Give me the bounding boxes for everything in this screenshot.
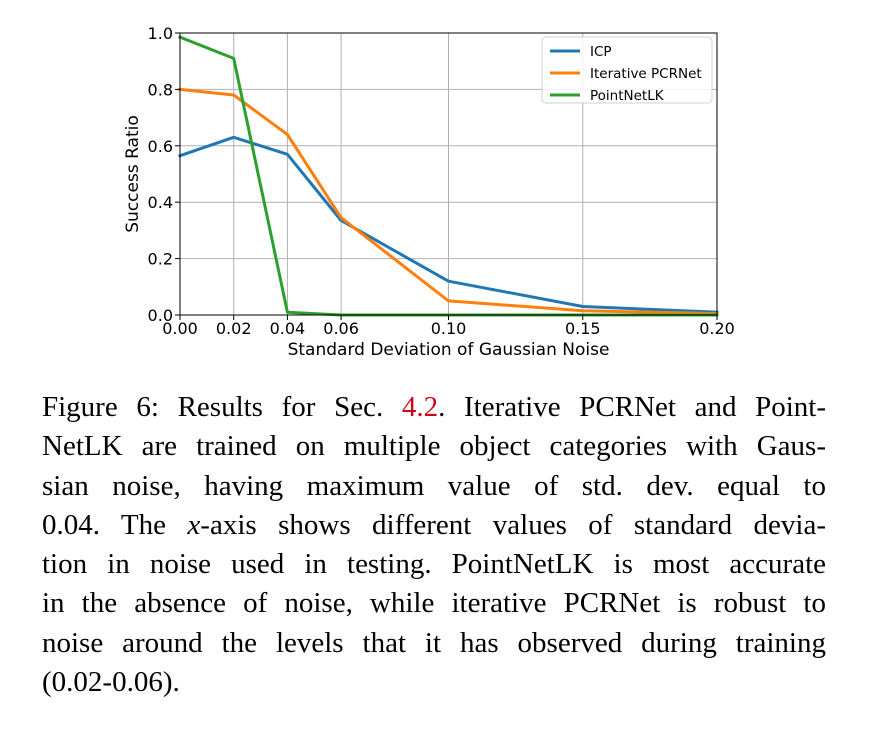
legend-label-icp: ICP (590, 44, 612, 60)
x-tick-label: 0.04 (270, 319, 306, 338)
legend-box (541, 36, 713, 104)
x-tick-label: 0.02 (216, 319, 252, 338)
series-line-iterative-pcrnet (178, 87, 719, 316)
x-tick-label: 0.20 (699, 319, 735, 338)
y-axis-label: Success Ratio (123, 115, 143, 232)
series-line-icp (178, 135, 719, 314)
legend: ICP Iterative PCRNet PointNetLK (541, 36, 713, 104)
section-reference-link[interactable]: 4.2 (401, 391, 439, 423)
y-tick-label: 1.0 (148, 24, 173, 43)
caption-math-variable: x (187, 508, 201, 541)
y-tick-label: 0.6 (148, 137, 173, 156)
caption-line: NetLK are trained on multiple object cat… (42, 430, 826, 463)
caption-line: tion in noise used in testing. PointNetL… (42, 548, 826, 581)
caption-line: 0.04. The x-axis shows different values … (42, 506, 826, 545)
y-tick-label: 0.0 (148, 306, 173, 325)
figure-caption: Figure 6: Results for Sec. 4.2. Iterativ… (42, 388, 826, 702)
x-axis-label: Standard Deviation of Gaussian Noise (288, 340, 610, 360)
x-tick-label: 0.00 (162, 319, 198, 338)
x-tick-label: 0.15 (565, 319, 601, 338)
caption-line: in the absence of noise, while iterative… (42, 587, 826, 620)
chart: 0.00 0.02 0.04 0.06 0.10 0.15 0.20 0.0 0.2 0.4 0.6… (0, 0, 872, 370)
caption-text: Figure 6: Results for Sec. (42, 391, 402, 423)
caption-text: -axis shows different values of standard… (200, 508, 826, 541)
legend-label-pointnetlk: PointNetLK (590, 88, 665, 104)
caption-text: . Iterative PCRNet and Point- (438, 391, 827, 423)
y-tick-label: 0.8 (148, 80, 173, 99)
caption-line: (0.02-0.06). (42, 666, 180, 699)
caption-line: noise around the levels that it has obse… (42, 626, 826, 659)
y-tick-label: 0.4 (148, 193, 173, 212)
caption-line: Figure 6: Results for Sec. 4.2. Iterativ… (42, 388, 826, 427)
caption-text: 0.04. The (42, 508, 188, 541)
axis-ticks: 0.00 0.02 0.04 0.06 0.10 0.15 0.20 0.0 0.2 0.4 0.6… (148, 24, 735, 338)
x-tick-label: 0.06 (323, 319, 359, 338)
line-chart: 0.00 0.02 0.04 0.06 0.10 0.15 0.20 0.0 0.2 0.4 0.6… (123, 24, 735, 360)
x-tick-label: 0.10 (431, 319, 467, 338)
y-tick-label: 0.2 (148, 250, 173, 269)
caption-line: sian noise, having maximum value of std.… (42, 469, 826, 502)
legend-label-iterative-pcrnet: Iterative PCRNet (590, 66, 702, 82)
